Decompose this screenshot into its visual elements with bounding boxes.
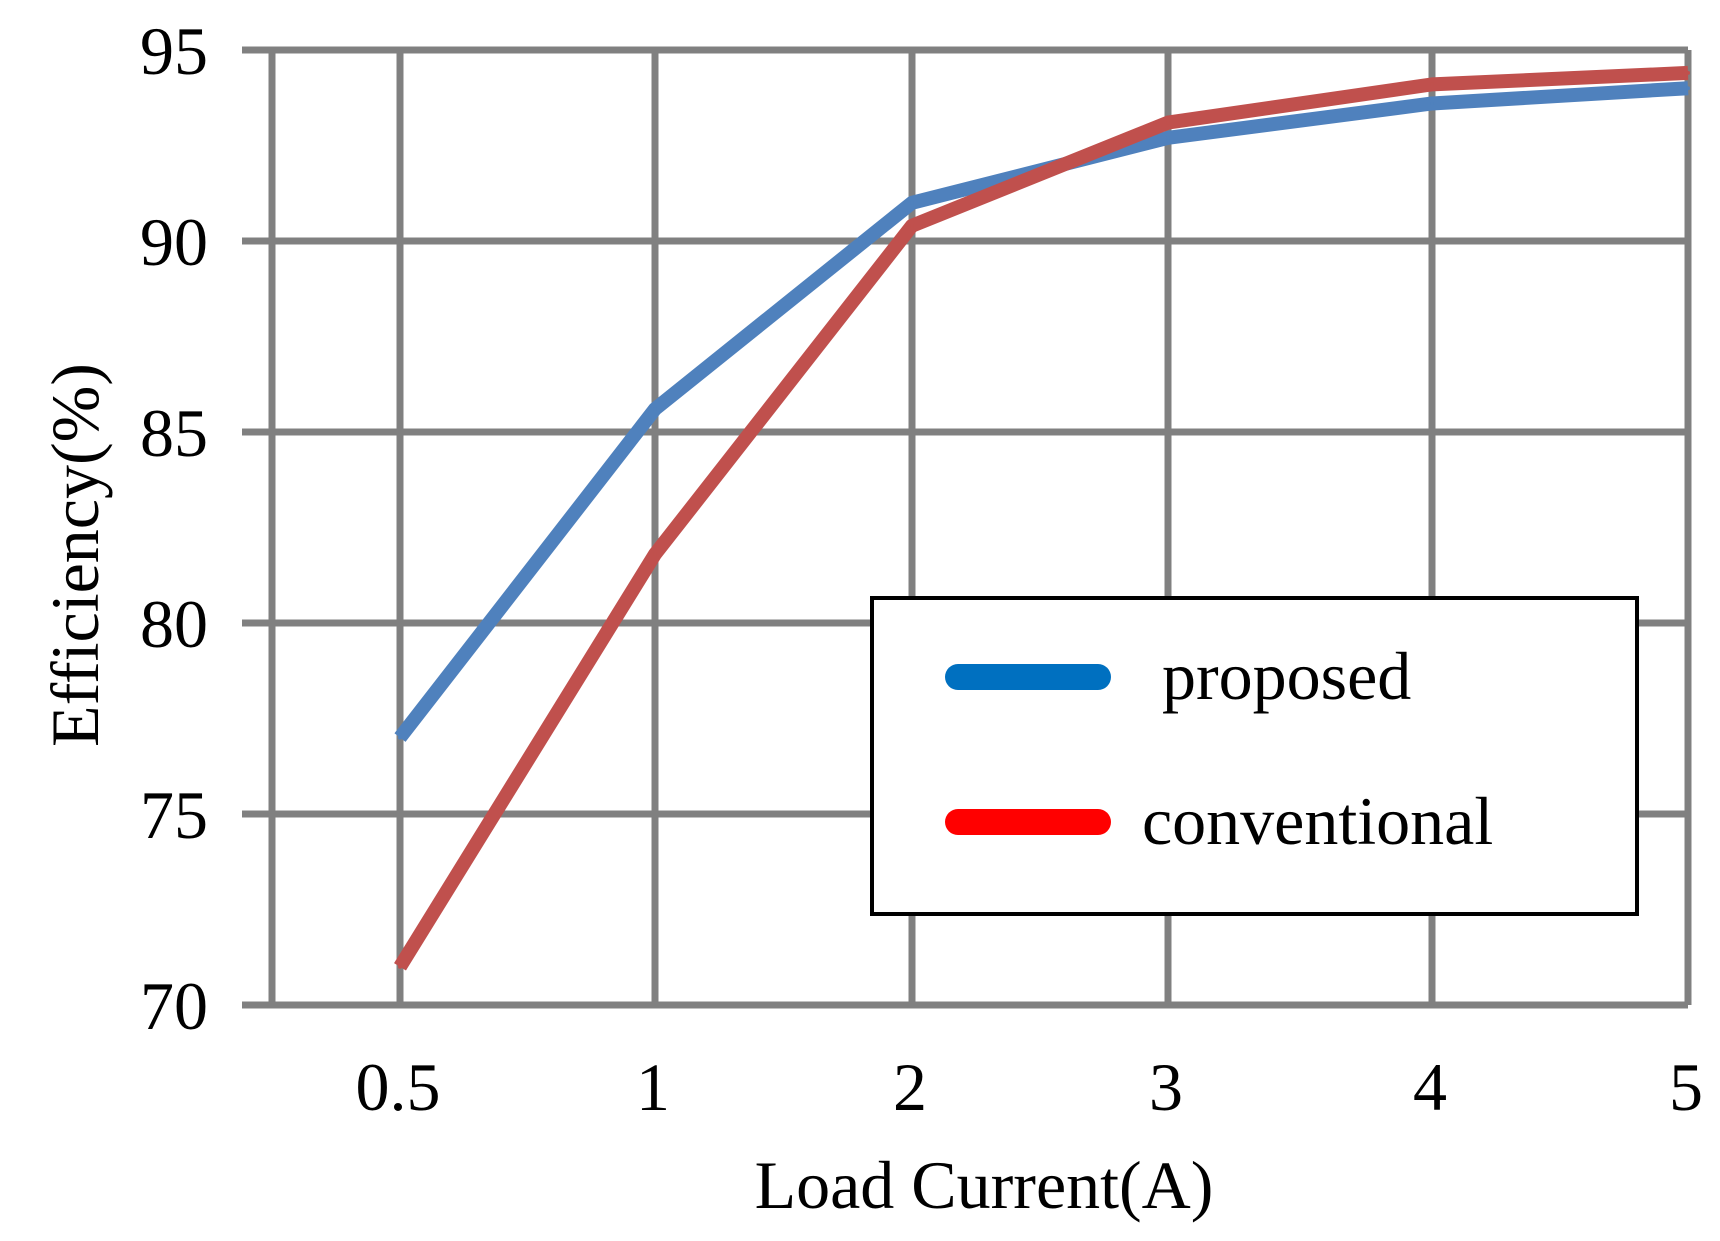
y-tick-90: 90	[140, 204, 208, 280]
y-axis-label: Efficiency(%)	[37, 363, 113, 747]
point-proposed-1	[653, 407, 657, 412]
y-tick-80: 80	[140, 586, 208, 662]
y-tick-labels: 70 75 80 85 90 95	[140, 13, 208, 1044]
x-tick-2: 2	[893, 1049, 927, 1125]
point-conventional-4	[1430, 82, 1434, 87]
legend-box	[870, 596, 1639, 916]
point-conventional-2	[910, 223, 914, 228]
point-conventional-1	[653, 552, 657, 557]
y-tick-85: 85	[140, 395, 208, 471]
legend-label-conventional: conventional	[1142, 783, 1493, 859]
x-tick-5: 5	[1669, 1049, 1703, 1125]
point-proposed-0.5	[398, 735, 402, 740]
x-tick-3: 3	[1149, 1049, 1183, 1125]
series-lines	[394, 65, 1690, 971]
x-tick-4: 4	[1413, 1049, 1447, 1125]
point-proposed-2	[910, 200, 914, 205]
point-proposed-4	[1430, 101, 1434, 106]
point-proposed-3	[1166, 135, 1170, 140]
x-tick-1: 1	[636, 1049, 670, 1125]
x-tick-0.5: 0.5	[356, 1049, 441, 1125]
point-conventional-0.5	[398, 964, 402, 969]
y-tick-75: 75	[140, 777, 208, 853]
y-tick-95: 95	[140, 13, 208, 89]
x-tick-labels: 0.5 1 2 3 4 5	[356, 1049, 1704, 1125]
x-axis-label: Load Current(A)	[755, 1147, 1214, 1223]
series-line-conventional	[394, 65, 1689, 971]
point-proposed-5	[1686, 86, 1690, 91]
y-tick-70: 70	[140, 968, 208, 1044]
legend-label-proposed: proposed	[1162, 638, 1411, 714]
point-conventional-5	[1686, 70, 1690, 75]
legend: proposed conventional	[870, 596, 1639, 916]
point-conventional-3	[1166, 120, 1170, 125]
